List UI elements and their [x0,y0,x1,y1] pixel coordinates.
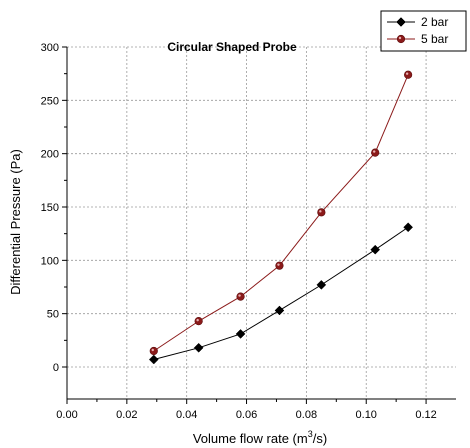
y-tick-label: 250 [41,95,59,107]
legend-label-2-bar: 2 bar [421,15,448,29]
data-point-5-bar [275,261,284,270]
labels: Circular Shaped Probe Differential Press… [8,40,327,446]
x-axis-title-tail: /s) [313,431,327,446]
x-tick-label: 0.06 [236,409,257,421]
y-tick-label: 150 [41,202,59,214]
legend-box [380,10,467,52]
data-point-2-bar [403,222,413,233]
data-point-2-bar [193,342,204,353]
series-5-bar [149,70,413,356]
data-point-5-bar-highlight [151,348,154,352]
y-tick-label: 200 [41,149,59,161]
data-point-2-bar [316,280,327,290]
x-axis-title-main: Volume flow rate (m [193,431,308,446]
series [148,70,413,365]
legend-marker-5-bar-highlight [398,36,402,40]
data-point-2-bar [148,354,159,365]
data-point-2-bar [235,329,246,339]
axes: 0.00 0.02 0.04 0.06 0.08 0.10 0.12 0 50 100 150 200… [41,42,456,421]
series-line-2-bar [153,226,409,361]
y-tick-label: 100 [41,255,59,267]
data-point-5-bar [194,317,203,326]
data-point-2-bar [370,244,381,255]
data-point-5-bar-highlight [319,210,322,213]
x-tick-label: 0.02 [116,409,137,421]
legend-marker-2-bar [396,17,406,27]
y-tick-label: 50 [47,309,59,321]
y-axis-title: Differential Pressure (Pa) [8,149,23,295]
x-tick-label: 0.12 [415,409,436,421]
data-point-5-bar-highlight [373,150,376,153]
x-tick-label: 0.10 [356,409,377,421]
data-point-5-bar [317,208,326,217]
x-axis-title: Volume flow rate (m3/s) [193,429,327,446]
data-point-5-bar [236,292,245,301]
data-point-5-bar-highlight [277,263,280,266]
data-point-5-bar [371,148,380,157]
legend-label-5-bar: 5 bar [421,32,448,46]
chart-title: Circular Shaped Probe [167,40,297,54]
data-point-5-bar-highlight [405,72,409,75]
legend: 2 bar 5 bar [380,10,467,52]
y-tick-label: 300 [41,42,59,54]
data-point-5-bar [404,70,413,79]
data-point-2-bar [274,305,285,316]
legend-marker-5-bar [396,34,406,44]
data-point-5-bar-highlight [196,318,199,322]
y-tick-label: 0 [53,362,59,374]
data-point-5-bar-highlight [238,294,241,297]
x-axis-title-superscript: 3 [308,429,313,439]
x-tick-label: 0.00 [56,409,77,421]
x-tick-label: 0.08 [296,409,317,421]
data-point-5-bar [149,346,158,356]
series-2-bar [148,222,413,365]
x-tick-label: 0.04 [176,409,197,421]
